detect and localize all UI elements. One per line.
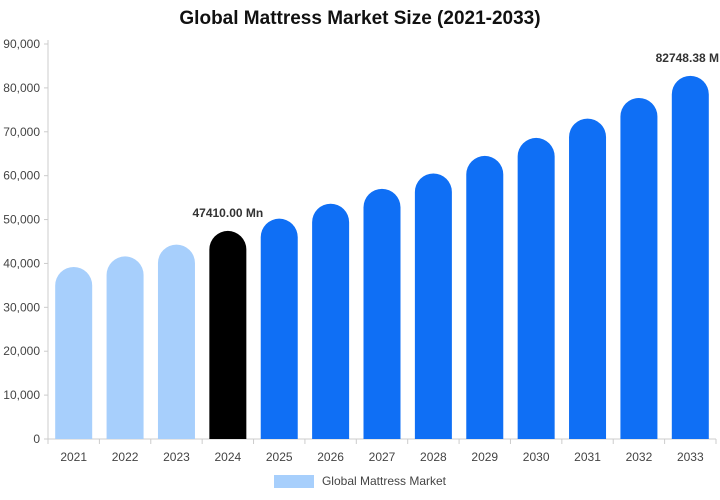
data-label-2024: 47410.00 Mn: [192, 206, 263, 220]
y-tick-label: 50,000: [3, 213, 40, 227]
x-tick-label-2031: 2031: [574, 450, 601, 464]
y-tick-label: 0: [33, 432, 40, 446]
x-tick-label-2030: 2030: [523, 450, 550, 464]
legend: Global Mattress Market: [0, 474, 720, 488]
x-tick-label-2032: 2032: [626, 450, 653, 464]
x-tick-label-2029: 2029: [471, 450, 498, 464]
chart-title: Global Mattress Market Size (2021-2033): [179, 8, 541, 29]
bar-2027: [363, 188, 401, 439]
bar-2033: [671, 75, 709, 439]
y-tick-label: 20,000: [3, 344, 40, 358]
legend-swatch: [273, 474, 314, 488]
bar-2025: [260, 218, 298, 439]
x-tick-label-2028: 2028: [420, 450, 447, 464]
y-tick-label: 80,000: [3, 81, 40, 95]
y-tick-label: 60,000: [3, 169, 40, 183]
bar-2021: [55, 266, 93, 439]
bar-2024: [209, 230, 247, 439]
bar-2023: [157, 244, 195, 439]
y-tick-label: 70,000: [3, 125, 40, 139]
y-tick-label: 10,000: [3, 388, 40, 402]
bar-2029: [466, 155, 504, 439]
x-tick-label-2024: 2024: [214, 450, 241, 464]
y-tick-label: 30,000: [3, 300, 40, 314]
x-tick-label-2033: 2033: [677, 450, 704, 464]
x-tick-label-2027: 2027: [369, 450, 396, 464]
y-tick-label: 40,000: [3, 256, 40, 270]
bar-2032: [620, 97, 658, 439]
bar-2022: [106, 256, 144, 439]
x-tick-label-2025: 2025: [266, 450, 293, 464]
x-tick-label-2021: 2021: [60, 450, 87, 464]
x-tick-label-2026: 2026: [317, 450, 344, 464]
x-tick-label-2023: 2023: [163, 450, 190, 464]
x-tick-label-2022: 2022: [112, 450, 139, 464]
legend-label: Global Mattress Market: [321, 474, 447, 488]
bar-2030: [517, 137, 555, 439]
y-tick-label: 90,000: [3, 37, 40, 51]
bar-2031: [569, 118, 607, 440]
bar-2028: [414, 173, 452, 440]
data-label-2033: 82748.38 M: [656, 51, 719, 65]
bar-2026: [312, 203, 350, 439]
